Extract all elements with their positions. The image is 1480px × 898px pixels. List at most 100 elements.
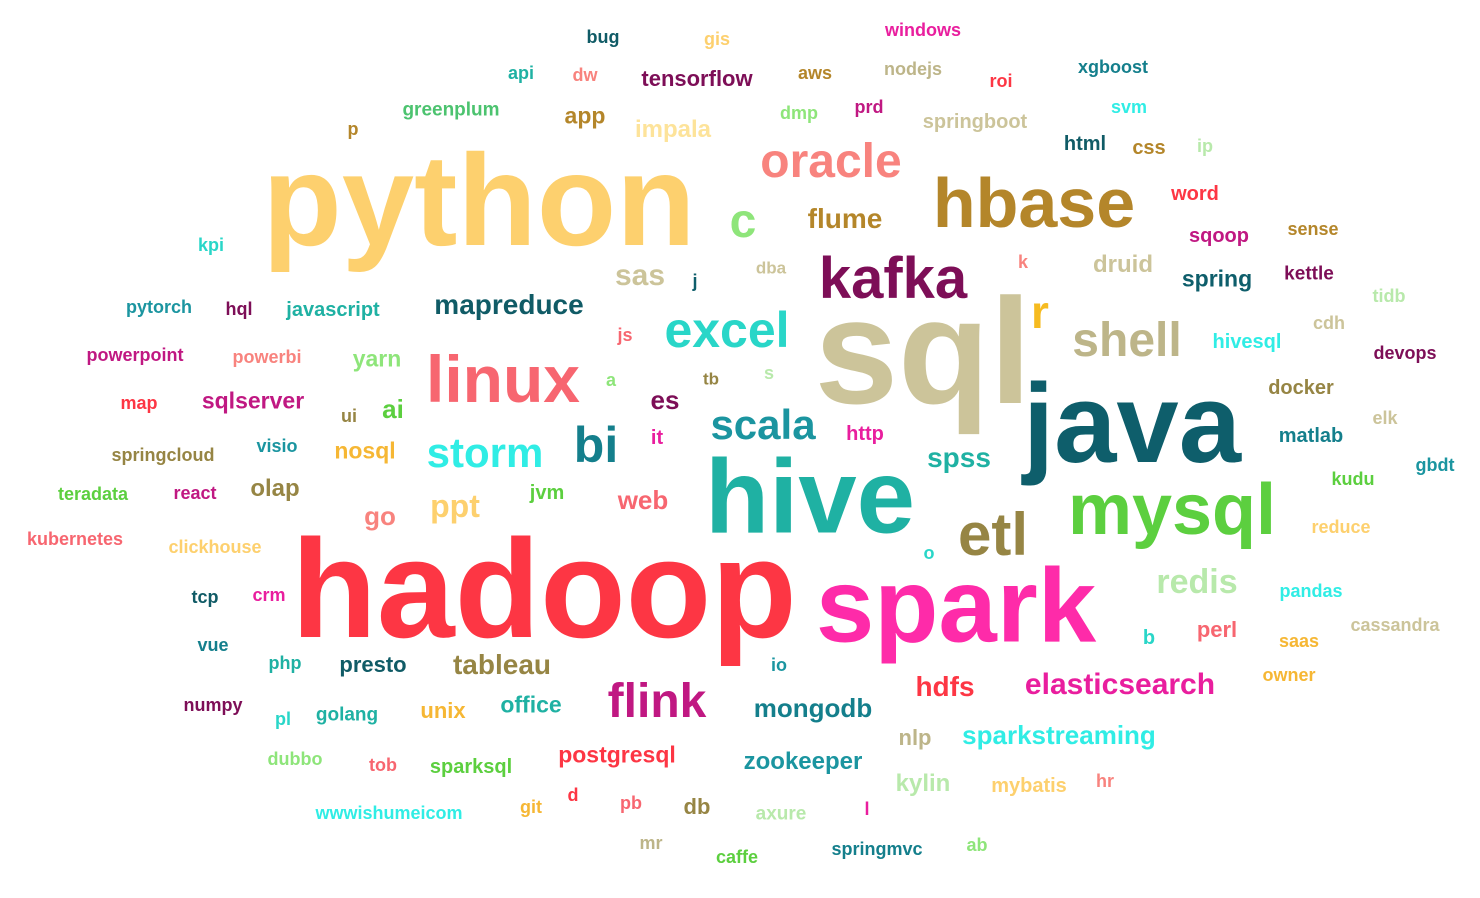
word-powerbi: powerbi	[232, 347, 302, 367]
word-sql: sql	[814, 267, 1032, 435]
word-c: c	[729, 195, 757, 248]
word-dw: dw	[572, 65, 598, 85]
word-es: es	[650, 385, 680, 415]
word-java: java	[1023, 361, 1241, 486]
word-sas: sas	[614, 259, 666, 292]
word-elk: elk	[1372, 408, 1398, 428]
word-php: php	[268, 653, 302, 673]
word-tensorflow: tensorflow	[641, 66, 753, 91]
word-p: p	[347, 119, 359, 139]
word-app: app	[564, 102, 606, 129]
word-sqlserver: sqlserver	[201, 387, 305, 414]
word-map: map	[120, 393, 158, 413]
word-cdh: cdh	[1312, 313, 1346, 333]
word-nlp: nlp	[898, 725, 932, 750]
word-sqoop: sqoop	[1189, 225, 1249, 247]
word-http: http	[846, 423, 884, 445]
word-sparkstreaming: sparkstreaming	[962, 720, 1156, 750]
word-flume: flume	[807, 203, 883, 234]
word-dubbo: dubbo	[267, 749, 323, 769]
word-tableau: tableau	[452, 649, 552, 680]
word-spring: spring	[1181, 265, 1253, 292]
word-mapreduce: mapreduce	[434, 289, 584, 320]
word-greenplum: greenplum	[402, 99, 500, 121]
word-linux: linux	[425, 342, 581, 416]
word-nosql: nosql	[334, 437, 396, 464]
word-excel: excel	[664, 302, 790, 358]
word-j: j	[692, 271, 698, 291]
word-caffe: caffe	[715, 847, 759, 867]
word-bug: bug	[586, 27, 620, 47]
word-tidb: tidb	[1372, 286, 1406, 306]
word-sense: sense	[1287, 219, 1339, 239]
word-wwwishumeicom: wwwishumeicom	[315, 803, 463, 823]
word-svm: svm	[1110, 97, 1148, 117]
word-python: python	[262, 127, 696, 273]
word-xgboost: xgboost	[1078, 57, 1148, 77]
word-js: js	[617, 325, 633, 345]
word-yarn: yarn	[352, 345, 402, 372]
word-mysql: mysql	[1067, 470, 1277, 550]
word-tcp: tcp	[191, 587, 219, 607]
word-aws: aws	[797, 63, 833, 83]
word-sparksql: sparksql	[429, 756, 513, 778]
word-hr: hr	[1096, 771, 1114, 791]
word-pl: pl	[275, 709, 291, 729]
word-b: b	[1142, 627, 1156, 649]
word-ab: ab	[966, 835, 988, 855]
word-dmp: dmp	[780, 103, 818, 123]
word-react: react	[173, 483, 217, 503]
word-devops: devops	[1373, 343, 1437, 363]
word-tob: tob	[369, 755, 397, 775]
word-spark: spark	[815, 547, 1097, 665]
word-impala: impala	[634, 116, 712, 143]
word-visio: visio	[256, 436, 298, 456]
word-r: r	[1031, 286, 1049, 338]
word-hive: hive	[704, 438, 916, 556]
word-s: s	[763, 363, 775, 383]
word-ppt: ppt	[430, 488, 480, 524]
word-ui: ui	[341, 406, 357, 426]
word-kpi: kpi	[197, 235, 225, 255]
word-web: web	[617, 485, 669, 515]
word-o: o	[923, 543, 935, 563]
word-redis: redis	[1156, 563, 1238, 601]
word-ai: ai	[382, 394, 404, 424]
word-spss: spss	[927, 442, 991, 473]
word-shell: shell	[1072, 314, 1182, 367]
word-axure: axure	[755, 803, 807, 825]
word-vue: vue	[197, 635, 229, 655]
word-springboot: springboot	[922, 111, 1028, 133]
word-storm: storm	[426, 429, 544, 476]
word-zookeeper: zookeeper	[743, 748, 863, 775]
word-pandas: pandas	[1279, 581, 1343, 601]
word-d: d	[567, 785, 579, 805]
word-k: k	[1017, 252, 1029, 272]
word-git: git	[520, 797, 542, 817]
word-postgresql: postgresql	[558, 741, 676, 768]
word-roi: roi	[989, 71, 1013, 91]
word-it: it	[650, 427, 664, 449]
word-reduce: reduce	[1311, 517, 1371, 537]
word-druid: druid	[1093, 251, 1153, 278]
word-gbdt: gbdt	[1415, 455, 1455, 475]
word-api: api	[507, 63, 535, 83]
word-gis: gis	[703, 29, 731, 49]
word-io: io	[771, 655, 787, 675]
word-golang: golang	[315, 704, 379, 726]
word-kubernetes: kubernetes	[26, 529, 124, 549]
word-hadoop: hadoop	[291, 510, 797, 667]
word-elasticsearch: elasticsearch	[1024, 668, 1216, 701]
word-prd: prd	[854, 97, 884, 117]
word-unix: unix	[420, 698, 466, 723]
word-nodejs: nodejs	[883, 59, 943, 79]
word-etl: etl	[957, 501, 1029, 568]
word-pb: pb	[620, 793, 642, 813]
word-docker: docker	[1268, 377, 1334, 399]
word-office: office	[500, 691, 562, 718]
word-crm: crm	[252, 585, 286, 605]
word-perl: perl	[1196, 617, 1238, 642]
word-presto: presto	[339, 652, 407, 677]
word-owner: owner	[1262, 665, 1316, 685]
word-pytorch: pytorch	[125, 297, 193, 317]
